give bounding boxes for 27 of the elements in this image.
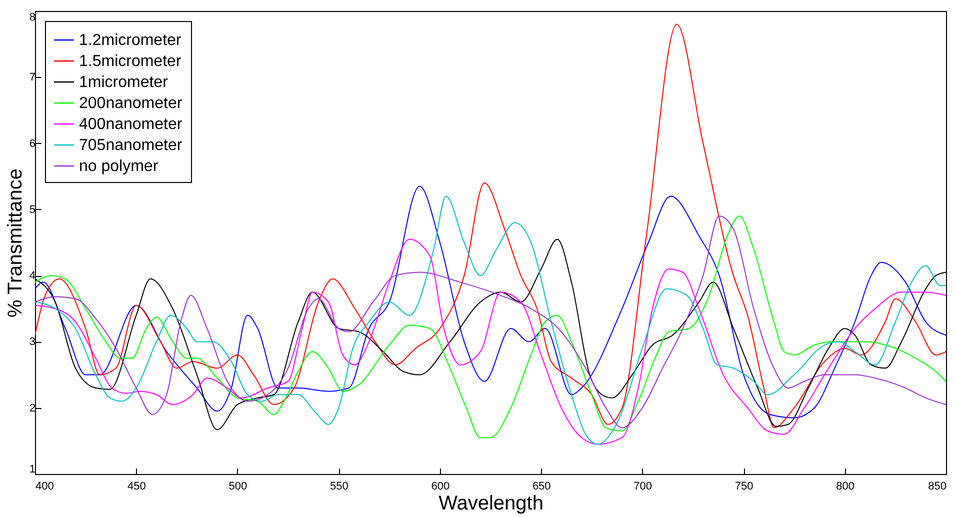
y-tick-label: 1 [29,464,36,476]
y-tick-label: 2 [29,402,36,414]
x-tick-label: 750 [734,480,754,492]
x-tick-label: 850 [928,480,946,492]
legend-label: 1.2micrometer [79,32,182,49]
y-tick-label: 8 [29,12,36,24]
y-tick-label: 5 [29,204,36,216]
x-tick-label: 650 [532,480,551,492]
legend-label: 1.5micrometer [79,53,182,70]
x-tick-label: 400 [36,480,54,492]
y-tick-label: 4 [29,270,36,282]
y-tick-label: 7 [29,72,36,84]
x-tick-label: 450 [128,480,146,492]
x-tick-label: 550 [330,480,348,492]
x-axis-title: Wavelength [438,492,544,514]
y-tick-label: 3 [29,336,36,348]
x-tick-label: 500 [228,480,248,492]
x-tick-label: 800 [836,480,854,492]
legend-label: 200nanometer [79,95,183,112]
y-axis-title: % Transmittance [4,168,26,318]
x-tick-label: 600 [431,480,450,492]
legend-label: 400nanometer [79,116,183,133]
x-tick-label: 700 [634,480,652,492]
legend-label: 705nanometer [79,137,183,154]
legend-label: no polymer [79,158,159,175]
y-tick-label: 6 [29,138,36,150]
legend-label: 1micrometer [79,74,169,91]
